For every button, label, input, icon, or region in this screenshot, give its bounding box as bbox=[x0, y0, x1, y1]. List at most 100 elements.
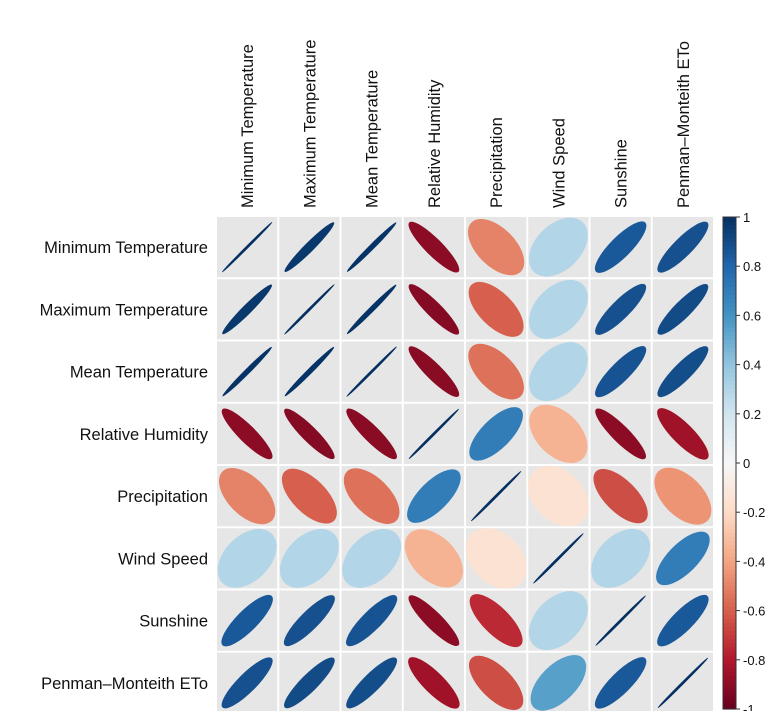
colorbar-tick-label: -0.6 bbox=[743, 604, 765, 619]
colorbar-segment bbox=[723, 356, 736, 362]
colorbar-segment bbox=[723, 692, 736, 698]
colorbar-tick-label: 1 bbox=[743, 210, 750, 225]
colorbar-segment bbox=[723, 479, 736, 485]
correlation-ellipse bbox=[408, 346, 460, 397]
correlation-ellipse bbox=[408, 284, 460, 335]
colorbar-segment bbox=[723, 352, 736, 357]
colorbar-segment bbox=[723, 327, 736, 333]
colorbar-segment bbox=[723, 458, 736, 464]
colorbar-segment bbox=[723, 663, 736, 669]
colorbar-segment bbox=[723, 262, 736, 267]
correlation-ellipse bbox=[533, 533, 584, 584]
colorbar-segment bbox=[723, 512, 736, 517]
colorbar-segment bbox=[723, 385, 736, 390]
column-label: Sunshine bbox=[613, 139, 631, 208]
colorbar-segment bbox=[723, 397, 736, 403]
correlation-ellipse bbox=[346, 408, 397, 460]
row-labels: Minimum Temperature Maximum Temperature Me… bbox=[40, 239, 209, 693]
colorbar-segment bbox=[723, 467, 736, 472]
correlation-ellipse bbox=[657, 221, 709, 273]
colorbar-segment bbox=[723, 303, 736, 308]
colorbar-segment bbox=[723, 274, 736, 280]
correlation-ellipse bbox=[346, 222, 397, 272]
column-label: Precipitation bbox=[488, 117, 506, 208]
correlation-ellipse bbox=[657, 594, 709, 647]
row-label: Minimum Temperature bbox=[44, 239, 208, 257]
correlation-ellipse bbox=[343, 468, 400, 524]
correlation-ellipse bbox=[218, 467, 276, 525]
row-label: Precipitation bbox=[117, 488, 208, 506]
correlation-ellipse bbox=[408, 595, 460, 647]
colorbar-segment bbox=[723, 635, 736, 640]
colorbar-segment bbox=[723, 299, 736, 304]
correlation-ellipse bbox=[408, 221, 460, 273]
colorbar-segment bbox=[723, 229, 736, 234]
correlation-ellipse bbox=[467, 218, 525, 276]
row-label: Mean Temperature bbox=[70, 364, 208, 382]
colorbar-segment bbox=[723, 557, 736, 562]
colorbar-segment bbox=[723, 249, 736, 255]
colorbar-segment bbox=[723, 286, 736, 292]
colorbar-segment bbox=[723, 540, 736, 546]
correlation-ellipse bbox=[656, 531, 710, 586]
colorbar-segment bbox=[723, 696, 736, 702]
column-labels: Minimum Temperature Maximum Temperature Me… bbox=[239, 40, 693, 208]
correlation-ellipse bbox=[530, 655, 587, 711]
colorbar-segment bbox=[723, 672, 736, 677]
colorbar-segment bbox=[723, 475, 736, 480]
correlation-ellipse bbox=[284, 222, 335, 272]
column-label: Maximum Temperature bbox=[301, 40, 319, 208]
colorbar-segment bbox=[723, 610, 736, 616]
colorbar-segment bbox=[723, 483, 736, 489]
correlation-ellipse bbox=[222, 346, 272, 397]
colorbar-segment bbox=[723, 237, 736, 243]
colorbar-segment bbox=[723, 668, 736, 673]
colorbar-segment bbox=[723, 253, 736, 259]
colorbar-segment bbox=[723, 393, 736, 398]
colorbar-segment bbox=[723, 438, 736, 444]
colorbar-segment bbox=[723, 545, 736, 550]
colorbar-segment bbox=[723, 270, 736, 275]
correlation-ellipse bbox=[221, 594, 273, 647]
colorbar: 1 0.8 0.6 0.4 0.2 0 -0.2 -0.4 -0.6 -0.8 -1 bbox=[722, 210, 765, 711]
colorbar-segment bbox=[723, 450, 736, 456]
colorbar-segment bbox=[723, 307, 736, 312]
correlation-ellipse bbox=[594, 657, 647, 709]
correlation-ellipse bbox=[346, 346, 397, 397]
correlation-ellipse bbox=[657, 283, 709, 335]
correlation-ellipse bbox=[528, 591, 588, 651]
colorbar-tick-label: 0.6 bbox=[743, 308, 761, 323]
colorbar-segment bbox=[723, 258, 736, 263]
colorbar-segment bbox=[723, 217, 736, 222]
colorbar-segment bbox=[723, 680, 736, 685]
colorbar-segment bbox=[723, 631, 736, 636]
colorbar-tick-label: 0.2 bbox=[743, 407, 761, 422]
colorbar-segment bbox=[723, 401, 736, 407]
correlation-ellipse bbox=[657, 346, 709, 398]
colorbar-segment bbox=[723, 368, 736, 374]
row-label: Penman–Monteith ETo bbox=[41, 675, 208, 693]
colorbar-segment bbox=[723, 319, 736, 325]
colorbar-segment bbox=[723, 225, 736, 230]
colorbar-segment bbox=[723, 241, 736, 247]
correlation-ellipse bbox=[346, 595, 398, 647]
correlation-ellipse bbox=[593, 468, 648, 524]
colorbar-segment bbox=[723, 340, 736, 345]
colorbar-segment bbox=[723, 245, 736, 251]
correlation-ellipse bbox=[279, 528, 339, 588]
colorbar-segment bbox=[723, 409, 736, 415]
colorbar-segment bbox=[723, 622, 736, 628]
colorbar-segment bbox=[723, 573, 736, 579]
row-label: Sunshine bbox=[139, 613, 208, 631]
colorbar-segment bbox=[723, 598, 736, 603]
correlation-ellipse bbox=[469, 407, 523, 461]
correlation-ellipse bbox=[657, 657, 709, 709]
correlation-ellipse bbox=[465, 528, 527, 589]
colorbar-segment bbox=[723, 233, 736, 239]
colorbar-segment bbox=[723, 372, 736, 378]
colorbar-segment bbox=[723, 266, 736, 271]
correlation-ellipse bbox=[528, 465, 589, 527]
colorbar-segment bbox=[723, 549, 736, 554]
correlation-ellipse bbox=[468, 343, 524, 400]
colorbar-segment bbox=[723, 655, 736, 661]
